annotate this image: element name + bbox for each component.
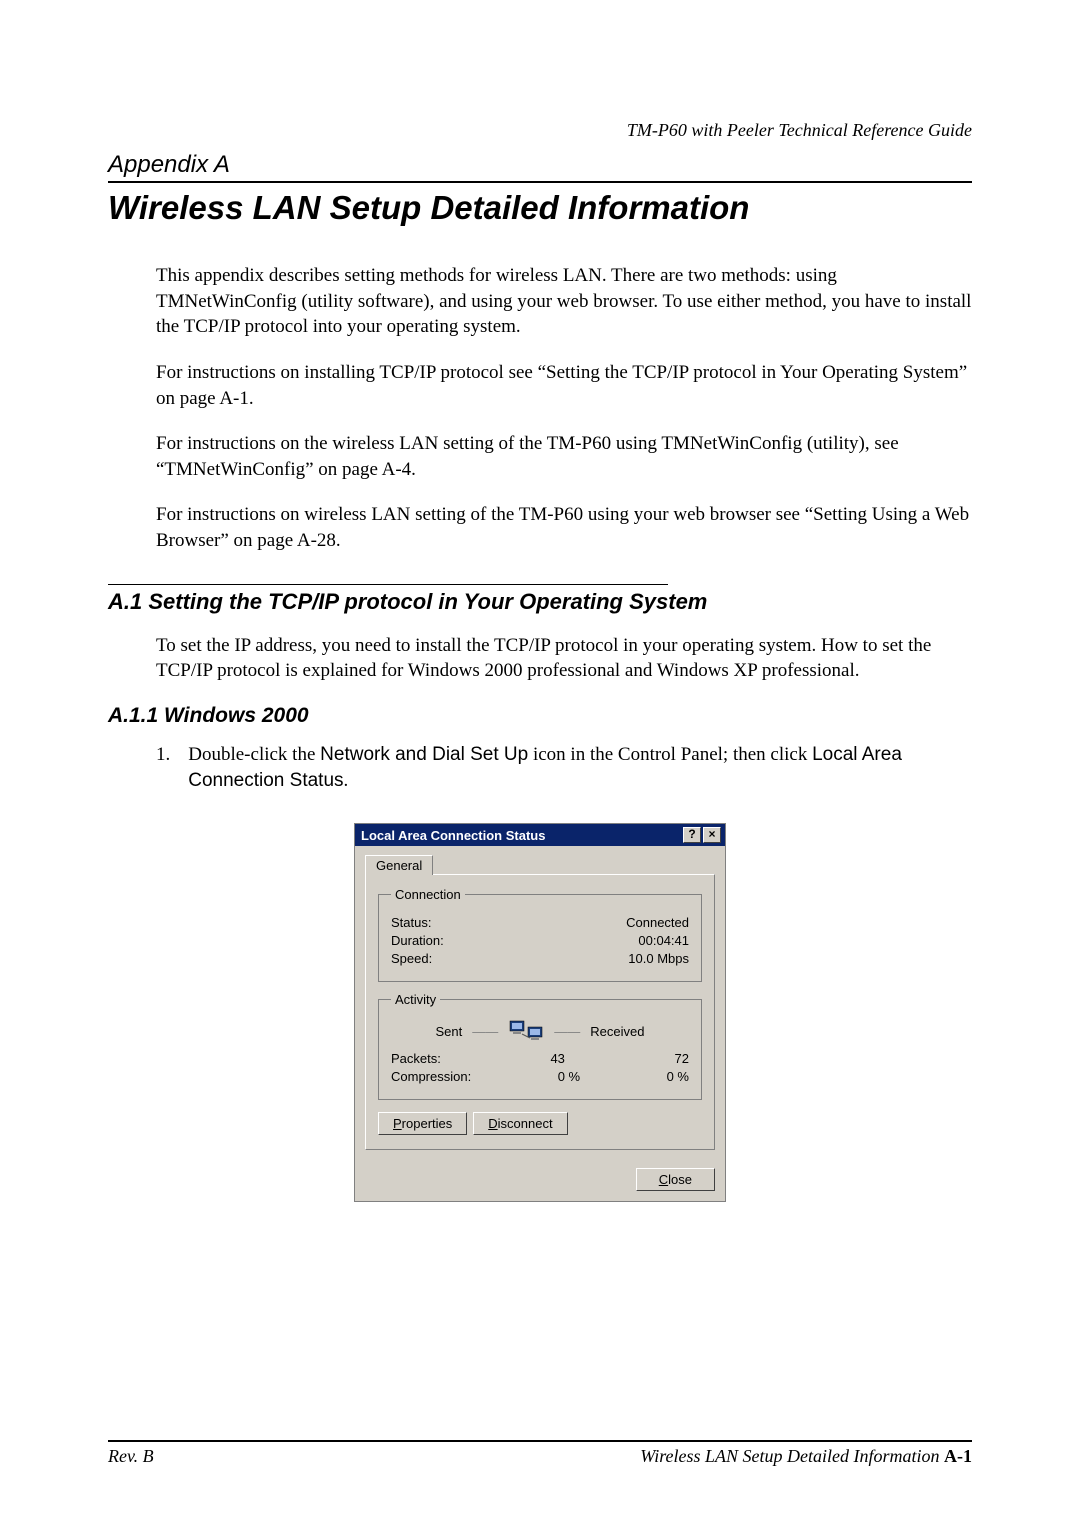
header-reference: TM-P60 with Peeler Technical Reference G… bbox=[108, 120, 972, 141]
sent-label: Sent bbox=[436, 1024, 463, 1039]
footer-rev: Rev. B bbox=[108, 1446, 154, 1467]
close-label-rest: lose bbox=[668, 1172, 692, 1187]
status-value: Connected bbox=[626, 915, 689, 930]
section-a1-body: To set the IP address, you need to insta… bbox=[156, 633, 972, 684]
footer-rule bbox=[108, 1440, 972, 1442]
properties-label-rest: roperties bbox=[402, 1116, 453, 1131]
title-rule bbox=[108, 181, 972, 183]
close-x-button[interactable]: × bbox=[703, 827, 721, 843]
activity-sep-right: —— bbox=[554, 1024, 580, 1039]
connection-status-dialog: Local Area Connection Status ? × General… bbox=[354, 823, 726, 1202]
dialog-wrapper: Local Area Connection Status ? × General… bbox=[108, 823, 972, 1202]
section-rule bbox=[108, 584, 668, 585]
step-1-text: Double-click the Network and Dial Set Up… bbox=[188, 742, 972, 793]
connection-group: Connection Status: Connected Duration: 0… bbox=[378, 887, 702, 982]
packets-label: Packets: bbox=[391, 1051, 441, 1066]
packets-sent: 43 bbox=[441, 1051, 675, 1066]
footer-right: Wireless LAN Setup Detailed Information … bbox=[640, 1446, 972, 1467]
network-activity-icon bbox=[508, 1017, 544, 1045]
disconnect-label-rest: isconnect bbox=[498, 1116, 553, 1131]
activity-sep-left: —— bbox=[472, 1024, 498, 1039]
step-1-gui-1: Network and Dial Set Up bbox=[320, 744, 528, 765]
status-label: Status: bbox=[391, 915, 431, 930]
connection-legend: Connection bbox=[391, 887, 465, 902]
close-row: Close bbox=[355, 1160, 725, 1201]
page-footer: Rev. B Wireless LAN Setup Detailed Infor… bbox=[108, 1440, 972, 1467]
footer-page-number: A-1 bbox=[944, 1446, 972, 1466]
duration-value: 00:04:41 bbox=[638, 933, 689, 948]
intro-paragraph-3: For instructions on the wireless LAN set… bbox=[156, 431, 972, 482]
step-1-number: 1. bbox=[156, 742, 170, 793]
dialog-body: General Connection Status: Connected Dur… bbox=[355, 846, 725, 1160]
tab-panel: Connection Status: Connected Duration: 0… bbox=[365, 874, 715, 1150]
disconnect-button[interactable]: Disconnect bbox=[473, 1112, 567, 1135]
compression-sent: 0 % bbox=[471, 1069, 666, 1084]
packets-received: 72 bbox=[675, 1051, 689, 1066]
compression-received: 0 % bbox=[667, 1069, 689, 1084]
help-button[interactable]: ? bbox=[683, 827, 701, 843]
activity-legend: Activity bbox=[391, 992, 440, 1007]
step-1-end: . bbox=[344, 770, 349, 791]
button-row: Properties Disconnect bbox=[378, 1112, 702, 1135]
step-1-pre: Double-click the bbox=[188, 744, 320, 765]
step-1: 1. Double-click the Network and Dial Set… bbox=[156, 742, 972, 793]
activity-group: Activity Sent —— bbox=[378, 992, 702, 1100]
dialog-titlebar: Local Area Connection Status ? × bbox=[355, 824, 725, 846]
properties-button[interactable]: Properties bbox=[378, 1112, 467, 1135]
dialog-title: Local Area Connection Status bbox=[361, 828, 545, 843]
compression-label: Compression: bbox=[391, 1069, 471, 1084]
speed-value: 10.0 Mbps bbox=[628, 951, 689, 966]
step-1-mid: icon in the Control Panel; then click bbox=[528, 744, 812, 765]
intro-paragraph-4: For instructions on wireless LAN setting… bbox=[156, 502, 972, 553]
intro-paragraph-1: This appendix describes setting methods … bbox=[156, 263, 972, 340]
main-title: Wireless LAN Setup Detailed Information bbox=[108, 189, 972, 227]
subsection-a11-heading: A.1.1 Windows 2000 bbox=[108, 704, 972, 728]
intro-paragraph-2: For instructions on installing TCP/IP pr… bbox=[156, 360, 972, 411]
tab-general[interactable]: General bbox=[365, 855, 433, 875]
appendix-label: Appendix A bbox=[108, 151, 972, 179]
section-a1-heading: A.1 Setting the TCP/IP protocol in Your … bbox=[108, 589, 972, 615]
close-button[interactable]: Close bbox=[636, 1168, 715, 1191]
footer-right-text: Wireless LAN Setup Detailed Information bbox=[640, 1446, 944, 1466]
duration-label: Duration: bbox=[391, 933, 444, 948]
received-label: Received bbox=[590, 1024, 644, 1039]
speed-label: Speed: bbox=[391, 951, 432, 966]
